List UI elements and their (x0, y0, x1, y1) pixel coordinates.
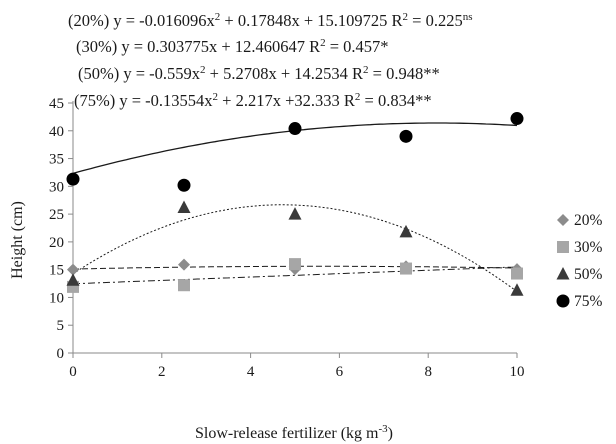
point-30pct (400, 262, 412, 275)
legend-label-75pct: 75% (574, 293, 603, 310)
x-tick-label: 2 (158, 364, 166, 380)
equation-text: (30%) y = 0.303775x + 12.460647 R (76, 37, 320, 56)
legend-marker-20pct (557, 214, 569, 226)
x-axis-title-exponent: -3 (378, 423, 388, 435)
fit-line-20pct (72, 265, 518, 270)
point-75pct (288, 122, 302, 136)
y-axis-title: Height (cm) (9, 201, 26, 279)
y-tick-label: 20 (49, 235, 64, 251)
equation-significance: ns (463, 11, 473, 23)
point-50pct (510, 283, 524, 296)
point-20pct (67, 263, 79, 276)
equation-20pct: (20%) y = -0.016096x2 + 0.17848x + 15.10… (68, 11, 473, 30)
equation-text: = 0.834** (360, 91, 431, 110)
equation-text: (50%) y = -0.559x (78, 64, 201, 83)
y-tick-label: 25 (49, 207, 64, 223)
axes: 0 5 10 15 20 25 30 35 40 45 0 2 4 6 8 10 (49, 96, 525, 380)
fit-line-50pct (72, 204, 518, 292)
equation-exponent: 2 (200, 64, 206, 76)
equation-30pct: (30%) y = 0.303775x + 12.460647 R2 = 0.4… (76, 37, 389, 56)
y-tick-label: 45 (49, 96, 64, 112)
equation-text: + 5.2708x + 14.2534 R (206, 64, 364, 83)
x-axis-title-text: Slow-release fertilizer (kg m (195, 425, 379, 442)
legend-label-50pct: 50% (574, 266, 603, 283)
equation-exponent: 2 (403, 11, 409, 23)
y-tick-label: 5 (57, 318, 65, 334)
equation-50pct: (50%) y = -0.559x2 + 5.2708x + 14.2534 R… (78, 64, 440, 83)
equation-text: + 0.17848x + 15.109725 R (220, 11, 402, 30)
y-tick-label: 15 (49, 263, 64, 279)
y-tick-label: 0 (57, 346, 65, 362)
point-50pct (177, 200, 191, 213)
equation-text: + 2.217x +32.333 R (218, 91, 355, 110)
x-tick-label: 10 (510, 364, 525, 380)
legend-label-30pct: 30% (574, 239, 603, 256)
point-20pct (178, 258, 190, 271)
y-tick-label: 10 (49, 290, 64, 306)
equation-75pct: (75%) y = -0.13554x2 + 2.217x +32.333 R2… (74, 91, 432, 110)
legend-marker-75pct (556, 294, 570, 308)
point-50pct (399, 224, 413, 238)
point-30pct (511, 267, 523, 280)
legend-label-20pct: 20% (574, 212, 603, 229)
x-axis-title-text: ) (388, 425, 393, 442)
equation-text: = 0.948** (369, 64, 440, 83)
equation-text: = 0.225 (408, 11, 463, 30)
legend-marker-50pct (556, 267, 570, 280)
y-tick-label: 40 (49, 124, 64, 140)
x-tick-label: 4 (247, 364, 255, 380)
point-30pct (178, 279, 190, 292)
equation-exponent: 2 (320, 37, 326, 49)
point-50pct (288, 207, 302, 220)
point-75pct (510, 112, 524, 126)
fit-line-30pct (72, 266, 518, 285)
x-tick-label: 0 (69, 364, 77, 380)
equation-exponent: 2 (215, 11, 221, 23)
point-75pct (399, 129, 413, 143)
point-30pct (289, 258, 301, 271)
y-tick-label: 30 (49, 179, 64, 195)
data-points (66, 112, 524, 296)
x-tick-label: 6 (336, 364, 344, 380)
point-50pct (66, 273, 80, 286)
point-75pct (177, 178, 191, 192)
regression-equations: (20%) y = -0.016096x2 + 0.17848x + 15.10… (68, 11, 473, 110)
legend-marker-30pct (557, 241, 569, 253)
x-axis-title: Slow-release fertilizer (kg m-3) (195, 423, 393, 442)
equation-exponent: 2 (355, 91, 361, 103)
equation-text: = 0.457* (326, 37, 389, 56)
equation-exponent: 2 (363, 64, 369, 76)
equation-exponent: 2 (213, 91, 219, 103)
y-tick-label: 35 (49, 152, 64, 168)
x-tick-label: 8 (424, 364, 432, 380)
equation-text: (20%) y = -0.016096x (68, 11, 216, 30)
legend: 20% 30% 50% 75% (556, 212, 603, 310)
equation-text: (75%) y = -0.13554x (74, 91, 213, 110)
point-75pct (66, 172, 80, 186)
